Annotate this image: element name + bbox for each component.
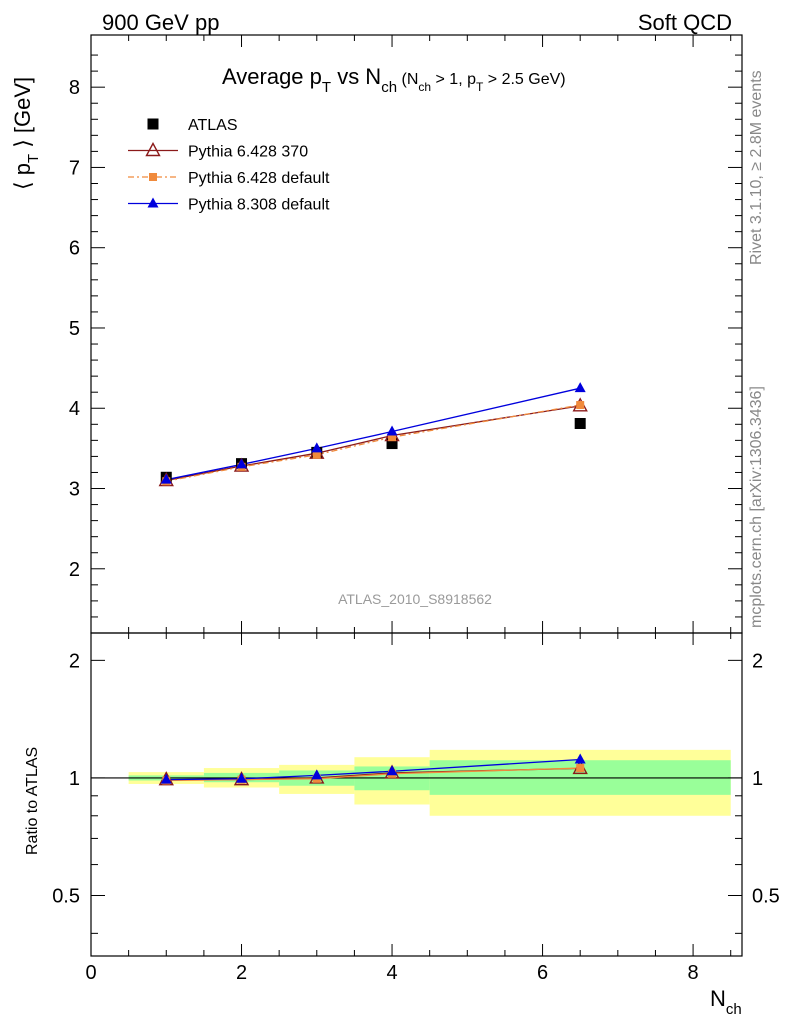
rivet-label: Rivet 3.1.10, ≥ 2.8M events bbox=[748, 70, 765, 265]
main-y-tick-label: 8 bbox=[69, 77, 80, 99]
main-series-line bbox=[166, 405, 581, 482]
main-y-axis-label: ⟨ pT ⟩ [GeV] bbox=[10, 77, 42, 190]
ratio-point bbox=[236, 772, 248, 783]
main-y-tick-label: 4 bbox=[69, 398, 80, 420]
main-point bbox=[386, 425, 398, 436]
main-point bbox=[576, 401, 585, 410]
main-series-line bbox=[166, 404, 581, 482]
x-tick-label: 4 bbox=[386, 962, 397, 984]
legend-marker bbox=[147, 197, 159, 208]
main-point bbox=[386, 438, 398, 450]
main-point bbox=[236, 458, 248, 469]
ratio-point bbox=[311, 769, 323, 780]
legend: ATLAS Pythia 6.428 370 Pythia 6.428 defaul… bbox=[128, 117, 330, 214]
ratio-y-tick-label: 2 bbox=[69, 650, 80, 672]
ratio-frame bbox=[90, 632, 743, 957]
main-point bbox=[574, 417, 586, 429]
main-point bbox=[160, 473, 172, 484]
x-tick-label: 0 bbox=[85, 962, 96, 984]
svg-text:⟨ pT ⟩ [GeV]: ⟨ pT ⟩ [GeV] bbox=[10, 77, 42, 190]
x-tick-label: 8 bbox=[688, 962, 699, 984]
ratio-point bbox=[160, 773, 172, 784]
main-y-tick-label: 5 bbox=[69, 318, 80, 340]
x-tick-label: 2 bbox=[236, 962, 247, 984]
ratio-y-axis-label: Ratio to ATLAS bbox=[24, 747, 41, 855]
main-y-tick-label: 3 bbox=[69, 479, 80, 501]
main-point bbox=[312, 450, 321, 459]
main-y-tick-label: 6 bbox=[69, 238, 80, 260]
ratio-series-layer bbox=[158, 753, 588, 786]
svg-text:Nch: Nch bbox=[710, 986, 742, 1018]
x-axis-label: Nch bbox=[710, 986, 742, 1018]
main-point bbox=[388, 433, 397, 442]
header-right: Soft QCD bbox=[638, 10, 732, 35]
legend-label: Pythia 6.428 default bbox=[188, 170, 330, 187]
ratio-y-tick-label-right: 0.5 bbox=[752, 886, 780, 908]
legend-marker bbox=[147, 118, 159, 130]
legend-label: Pythia 8.308 default bbox=[188, 197, 330, 214]
source-label: mcplots.cern.ch [arXiv:1306.3436] bbox=[748, 386, 765, 628]
legend-label: ATLAS bbox=[188, 117, 238, 134]
ratio-bands bbox=[128, 749, 731, 816]
legend-marker bbox=[145, 142, 161, 157]
main-point bbox=[311, 442, 323, 453]
main-title: Average pT vs Nch (Nch > 1, pT > 2.5 GeV… bbox=[222, 64, 566, 96]
plot-frames bbox=[90, 34, 743, 957]
ratio-point bbox=[574, 753, 586, 764]
main-point bbox=[574, 382, 586, 393]
header-left: 900 GeV pp bbox=[102, 10, 219, 35]
ratio-point bbox=[576, 764, 585, 773]
ratio-y-tick-label-right: 1 bbox=[752, 768, 763, 790]
main-y-tick-label: 7 bbox=[69, 157, 80, 179]
ratio-y-tick-label: 1 bbox=[69, 768, 80, 790]
main-series-layer bbox=[158, 382, 588, 487]
axis-ticks: 0 2 4 6 8 2 3 4 5 6 7 8 0.5 0.5 1 1 2 2 bbox=[52, 35, 780, 984]
x-tick-label: 6 bbox=[537, 962, 548, 984]
ratio-y-tick-label: 0.5 bbox=[52, 886, 80, 908]
main-series-line bbox=[166, 387, 581, 481]
legend-label: Pythia 6.428 370 bbox=[188, 144, 308, 161]
svg-text:Average pT vs Nch (Nch > 1, pT: Average pT vs Nch (Nch > 1, pT > 2.5 GeV… bbox=[222, 64, 566, 96]
analysis-watermark: ATLAS_2010_S8918562 bbox=[338, 591, 492, 607]
legend-marker bbox=[149, 173, 157, 181]
main-y-tick-label: 2 bbox=[69, 559, 80, 581]
ratio-y-tick-label-right: 2 bbox=[752, 650, 763, 672]
ratio-point bbox=[386, 765, 398, 776]
